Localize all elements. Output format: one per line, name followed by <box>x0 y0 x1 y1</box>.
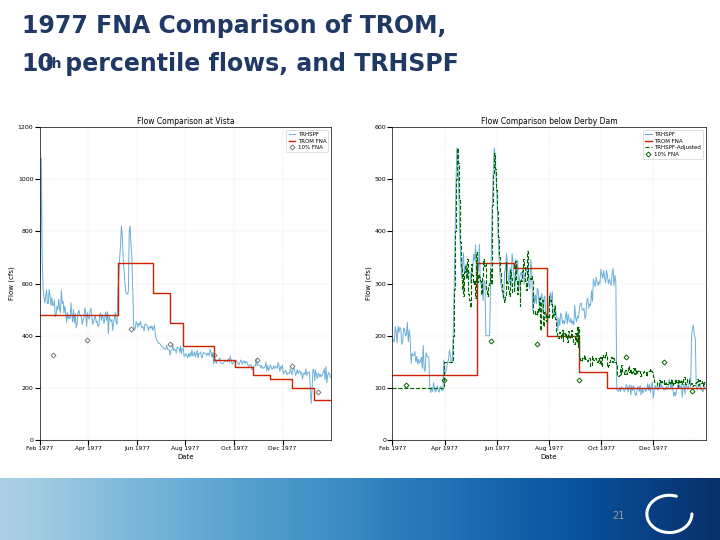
Text: 21: 21 <box>613 511 625 522</box>
10% FNA <box>210 352 218 359</box>
TRHSPF <box>61 311 70 318</box>
TRHSPF <box>237 358 246 365</box>
TROM FNA <box>218 357 227 364</box>
10% FNA <box>253 357 261 364</box>
TRHSPF <box>37 155 45 161</box>
TRHSPF <box>274 362 283 369</box>
TRHSPF <box>388 335 397 341</box>
Title: Flow Comparison below Derby Dam: Flow Comparison below Derby Dam <box>481 117 617 126</box>
Line: 10% FNA: 10% FNA <box>51 327 320 394</box>
Legend: TRHSPF, TROM FNA, TRHSPF-Adjusted, 10% FNA: TRHSPF, TROM FNA, TRHSPF-Adjusted, 10% F… <box>643 130 703 159</box>
TRHSPF <box>102 309 110 315</box>
TROM FNA <box>603 384 612 391</box>
TRHSPF <box>415 360 424 366</box>
TRHSPF <box>307 400 315 407</box>
10% FNA <box>48 352 57 359</box>
TRHSPF-Adjusted <box>701 379 709 386</box>
TROM FNA <box>101 312 109 318</box>
Line: TRHSPF: TRHSPF <box>392 148 705 398</box>
TRHSPF <box>701 383 709 389</box>
Text: 10: 10 <box>21 52 54 76</box>
TRHSPF-Adjusted <box>389 384 397 391</box>
TRHSPF-Adjusted <box>605 359 613 365</box>
Title: Flow Comparison at Vista: Flow Comparison at Vista <box>137 117 234 126</box>
10% FNA <box>166 340 174 347</box>
Text: 1977 FNA Comparison of TROM,: 1977 FNA Comparison of TROM, <box>22 14 446 37</box>
Line: 10% FNA: 10% FNA <box>405 339 693 392</box>
TROM FNA <box>472 259 481 266</box>
TRHSPF-Adjusted <box>459 292 468 299</box>
10% FNA <box>402 382 410 389</box>
10% FNA <box>688 387 696 394</box>
TROM FNA <box>60 312 69 318</box>
TROM FNA <box>646 384 654 391</box>
X-axis label: Date: Date <box>541 454 557 460</box>
10% FNA <box>486 338 495 344</box>
TRHSPF <box>645 381 654 388</box>
10% FNA <box>127 326 135 333</box>
Y-axis label: Flow (cfs): Flow (cfs) <box>9 267 15 300</box>
TROM FNA <box>388 372 397 378</box>
Line: TRHSPF-Adjusted: TRHSPF-Adjusted <box>392 148 705 388</box>
TRHSPF <box>36 267 45 274</box>
TRHSPF <box>459 250 468 256</box>
10% FNA <box>533 340 541 347</box>
X-axis label: Date: Date <box>177 454 194 460</box>
TRHSPF-Adjusted <box>415 384 424 391</box>
Text: th: th <box>46 57 63 71</box>
TROM FNA <box>606 384 615 391</box>
TROM FNA <box>415 372 424 378</box>
TRHSPF <box>585 305 593 312</box>
10% FNA <box>660 359 668 365</box>
TRHSPF <box>605 276 613 282</box>
Line: TRHSPF: TRHSPF <box>40 158 330 403</box>
TROM FNA <box>701 384 709 391</box>
TRHSPF <box>35 280 44 287</box>
10% FNA <box>575 377 584 383</box>
TRHSPF <box>649 395 657 401</box>
TRHSPF <box>218 360 227 367</box>
TRHSPF-Adjusted <box>645 366 654 373</box>
TROM FNA <box>326 396 335 403</box>
TROM FNA <box>114 259 122 266</box>
Y-axis label: Flow (cfs): Flow (cfs) <box>365 267 372 300</box>
TROM FNA <box>389 372 397 378</box>
TROM FNA <box>237 364 246 370</box>
TRHSPF <box>326 374 335 381</box>
TRHSPF-Adjusted <box>585 355 593 361</box>
TRHSPF-Adjusted <box>388 384 397 391</box>
Legend: TRHSPF, TROM FNA, 10% FNA: TRHSPF, TROM FNA, 10% FNA <box>287 130 328 152</box>
TRHSPF-Adjusted <box>453 145 462 151</box>
TROM FNA <box>458 372 467 378</box>
TROM FNA <box>35 312 44 318</box>
10% FNA <box>314 389 323 395</box>
Line: TROM FNA: TROM FNA <box>40 262 330 400</box>
TROM FNA <box>36 312 45 318</box>
TROM FNA <box>585 369 593 375</box>
10% FNA <box>622 353 631 360</box>
Line: TROM FNA: TROM FNA <box>392 262 705 388</box>
10% FNA <box>288 362 297 369</box>
Text: percentile flows, and TRHSPF: percentile flows, and TRHSPF <box>57 52 459 76</box>
10% FNA <box>439 377 448 383</box>
TRHSPF <box>453 145 462 151</box>
TROM FNA <box>274 375 283 382</box>
10% FNA <box>83 336 91 343</box>
TRHSPF <box>389 338 397 344</box>
TROM FNA <box>310 396 318 403</box>
